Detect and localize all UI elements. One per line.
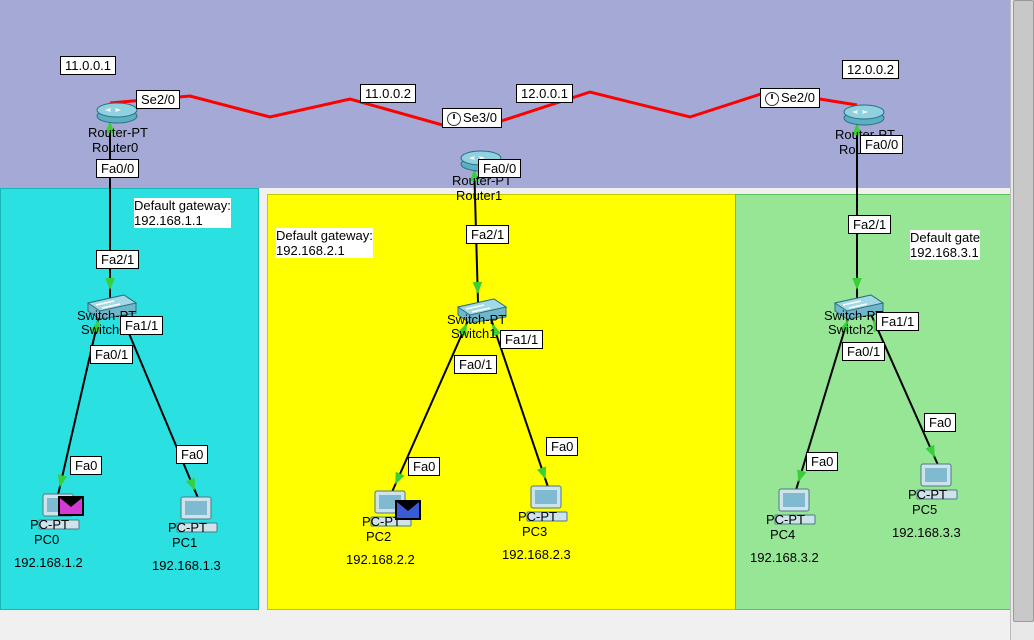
router-host-label: Router0 bbox=[92, 140, 138, 155]
interface-label: Fa2/1 bbox=[466, 225, 509, 244]
interface-label: Fa1/1 bbox=[876, 312, 919, 331]
interface-label: Fa0/0 bbox=[96, 159, 139, 178]
interface-label: Fa0/1 bbox=[454, 355, 497, 374]
pc-ip-label: 192.168.2.2 bbox=[346, 552, 415, 567]
interface-label: Se3/0 bbox=[442, 108, 502, 128]
interface-label: Fa2/1 bbox=[96, 250, 139, 269]
router-host-label: Router1 bbox=[456, 188, 502, 203]
switch-name-label: Switch-PT bbox=[447, 312, 506, 327]
ip-label: 12.0.0.1 bbox=[516, 84, 573, 103]
pc-name-label: PC-PT bbox=[766, 512, 805, 527]
interface-label: Fa2/1 bbox=[848, 215, 891, 234]
switch-host-label: Switch2 bbox=[828, 322, 874, 337]
pc-ip-label: 192.168.1.3 bbox=[152, 558, 221, 573]
router-name-label: Router-PT bbox=[88, 125, 148, 140]
interface-label: Fa0 bbox=[924, 413, 956, 432]
pc-host-label: PC2 bbox=[366, 529, 391, 544]
vertical-scrollbar[interactable] bbox=[1010, 0, 1034, 640]
pc-ip-label: 192.168.3.3 bbox=[892, 525, 961, 540]
switch-name-label: Switch-PT bbox=[824, 308, 883, 323]
envelope-icon[interactable] bbox=[58, 496, 84, 516]
pc-host-label: PC5 bbox=[912, 502, 937, 517]
switch-host-label: Switch1 bbox=[451, 326, 497, 341]
pc-host-label: PC1 bbox=[172, 535, 197, 550]
pc-ip-label: 192.168.3.2 bbox=[750, 550, 819, 565]
ip-label: 11.0.0.1 bbox=[60, 56, 116, 75]
ip-label: 12.0.0.2 bbox=[842, 60, 899, 79]
interface-label: Fa0 bbox=[408, 457, 440, 476]
interface-label: Fa0 bbox=[546, 437, 578, 456]
interface-label: Fa1/1 bbox=[120, 316, 163, 335]
interface-label: Fa0 bbox=[70, 456, 102, 475]
pc-ip-label: 192.168.1.2 bbox=[14, 555, 83, 570]
pc-name-label: PC-PT bbox=[168, 520, 207, 535]
pc-host-label: PC3 bbox=[522, 524, 547, 539]
topology-canvas: Router-PTRouter0 Router-PTRouter1 Router… bbox=[0, 0, 1011, 640]
interface-label: Fa0 bbox=[806, 452, 838, 471]
interface-label: Se2/0 bbox=[760, 88, 820, 108]
envelope-icon[interactable] bbox=[395, 500, 421, 520]
pc-name-label: PC-PT bbox=[908, 487, 947, 502]
interface-label: Fa0/0 bbox=[478, 159, 521, 178]
gateway-note: Default gateway: 192.168.1.1 bbox=[134, 198, 231, 228]
pc-ip-label: 192.168.2.3 bbox=[502, 547, 571, 562]
router-icon[interactable] bbox=[95, 100, 139, 127]
interface-label: Fa1/1 bbox=[500, 330, 543, 349]
interface-label: Fa0 bbox=[176, 445, 208, 464]
interface-label: Se2/0 bbox=[136, 90, 180, 109]
ip-label: 11.0.0.2 bbox=[360, 84, 416, 103]
pc-host-label: PC0 bbox=[34, 532, 59, 547]
router-icon[interactable] bbox=[842, 102, 886, 129]
scrollbar-thumb[interactable] bbox=[1013, 0, 1034, 622]
pc-name-label: PC-PT bbox=[518, 509, 557, 524]
pc-host-label: PC4 bbox=[770, 527, 795, 542]
interface-label: Fa0/1 bbox=[90, 345, 133, 364]
interface-label: Fa0/0 bbox=[860, 135, 903, 154]
gateway-note: Default gateway: 192.168.2.1 bbox=[276, 228, 373, 258]
gateway-note: Default gate 192.168.3.1 bbox=[910, 230, 980, 260]
interface-label: Fa0/1 bbox=[842, 342, 885, 361]
pc-name-label: PC-PT bbox=[30, 517, 69, 532]
